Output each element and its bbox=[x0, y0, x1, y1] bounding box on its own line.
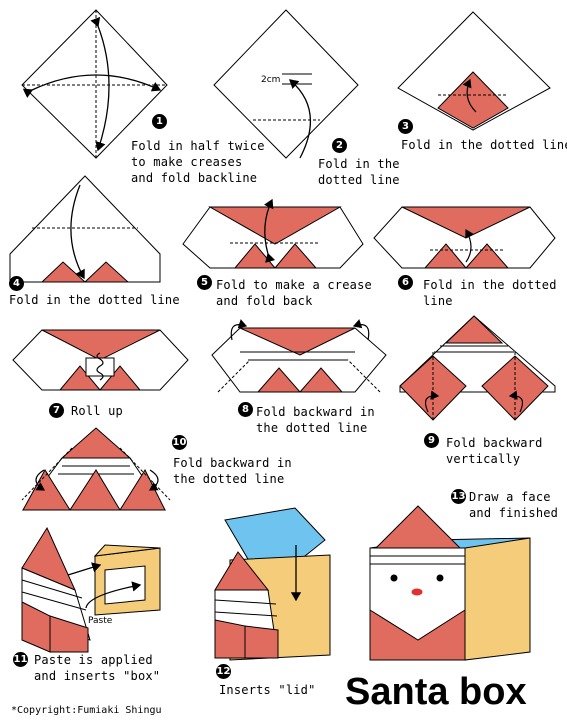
step-caption: Fold in the dotted line bbox=[423, 278, 557, 308]
step5-figure bbox=[182, 198, 364, 269]
step-caption: Fold in half twice to make creases and f… bbox=[131, 139, 265, 185]
step-number: 11 bbox=[13, 652, 28, 667]
step-number: 12 bbox=[216, 664, 231, 679]
step-number: 6 bbox=[398, 275, 413, 290]
step-caption: Inserts "lid" bbox=[219, 683, 316, 697]
paste-label: Paste bbox=[88, 616, 113, 626]
step-caption: Fold to make a crease and fold back bbox=[216, 278, 372, 308]
step2-figure bbox=[213, 9, 359, 159]
step4-figure bbox=[9, 175, 161, 283]
page-title: Santa box bbox=[345, 671, 527, 713]
step-number: 5 bbox=[197, 275, 212, 290]
copyright-text: *Copyright:Fumiaki Shingu bbox=[11, 705, 162, 716]
step-caption: Fold backward in the dotted line bbox=[256, 405, 375, 435]
step-caption: Paste is applied and inserts "box" bbox=[34, 653, 161, 683]
step11-figure bbox=[21, 526, 161, 653]
step10-figure bbox=[21, 427, 171, 511]
step-number: 7 bbox=[49, 403, 64, 418]
step-caption: Draw a face and finished bbox=[469, 490, 559, 520]
measure-label: 2cm bbox=[261, 75, 281, 85]
step12-figure bbox=[214, 507, 331, 661]
step-number: 2 bbox=[332, 138, 347, 153]
step-caption: Fold in the dotted line bbox=[318, 157, 400, 187]
step-number: 4 bbox=[9, 276, 24, 291]
step-number: 8 bbox=[238, 402, 253, 417]
step13-figure bbox=[369, 505, 531, 661]
step8-figure bbox=[211, 319, 387, 393]
step-number: 13 bbox=[451, 489, 466, 504]
step-caption: Fold backward in the dotted line bbox=[173, 456, 292, 486]
step6-figure bbox=[373, 206, 556, 269]
step-caption: Roll up bbox=[71, 404, 123, 418]
step-caption: Fold in the dotted line bbox=[9, 293, 180, 307]
step9-figure bbox=[399, 315, 556, 421]
step-number: 3 bbox=[398, 119, 413, 134]
step7-figure bbox=[12, 329, 189, 391]
step-caption: Fold backward vertically bbox=[446, 436, 543, 466]
step-number: 9 bbox=[424, 433, 439, 448]
step1-figure bbox=[21, 9, 168, 159]
step-caption: Fold in the dotted line bbox=[401, 138, 567, 152]
step-number: 1 bbox=[152, 114, 167, 129]
step3-figure bbox=[397, 11, 551, 131]
step-number: 10 bbox=[172, 435, 187, 450]
